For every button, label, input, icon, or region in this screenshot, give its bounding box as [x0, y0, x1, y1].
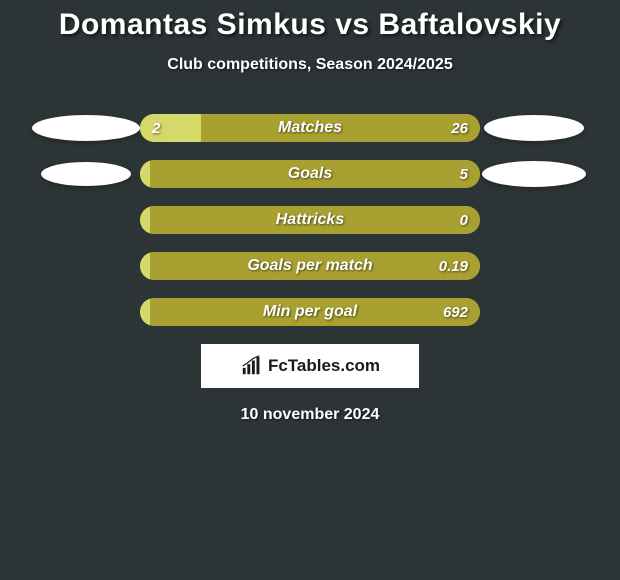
- stat-bar-left-segment: [140, 252, 150, 280]
- stat-bar-left-segment: [140, 160, 150, 188]
- subtitle: Club competitions, Season 2024/2025: [0, 56, 620, 74]
- stat-row: 2Matches26: [0, 114, 620, 142]
- stat-bar-right-segment: [150, 298, 480, 326]
- stat-bar: Goals per match0.19: [140, 252, 480, 280]
- left-oval-slot: [32, 162, 140, 186]
- stat-bar-left-segment: [140, 206, 150, 234]
- stat-bar-right-segment: [150, 160, 480, 188]
- stat-bar: 2Matches26: [140, 114, 480, 142]
- player-oval-right: [482, 161, 586, 187]
- date-text: 10 november 2024: [0, 406, 620, 424]
- player-oval-left: [41, 162, 131, 186]
- stat-bar-right-segment: [150, 206, 480, 234]
- stat-row: Goals5: [0, 160, 620, 188]
- page-title: Domantas Simkus vs Baftalovskiy: [0, 8, 620, 42]
- footer-logo-box: FcTables.com: [0, 344, 620, 388]
- stat-bar: Hattricks0: [140, 206, 480, 234]
- stat-row: Min per goal692: [0, 298, 620, 326]
- comparison-card: Domantas Simkus vs Baftalovskiy Club com…: [0, 0, 620, 424]
- stat-rows: 2Matches26 Goals5 Hattricks0 Goals per matc…: [0, 114, 620, 326]
- stat-row: Goals per match0.19: [0, 252, 620, 280]
- stat-bar-left-segment: [140, 114, 201, 142]
- player-oval-left: [32, 115, 140, 141]
- barchart-icon: [240, 355, 262, 377]
- right-oval-slot: [480, 115, 588, 141]
- player-oval-right: [484, 115, 584, 141]
- stat-bar-left-segment: [140, 298, 150, 326]
- stat-bar-right-segment: [201, 114, 480, 142]
- right-oval-slot: [480, 161, 588, 187]
- stat-bar: Goals5: [140, 160, 480, 188]
- stat-bar-right-segment: [150, 252, 480, 280]
- stat-bar: Min per goal692: [140, 298, 480, 326]
- left-oval-slot: [32, 115, 140, 141]
- stat-row: Hattricks0: [0, 206, 620, 234]
- footer-logo: FcTables.com: [201, 344, 419, 388]
- footer-logo-text: FcTables.com: [268, 356, 380, 376]
